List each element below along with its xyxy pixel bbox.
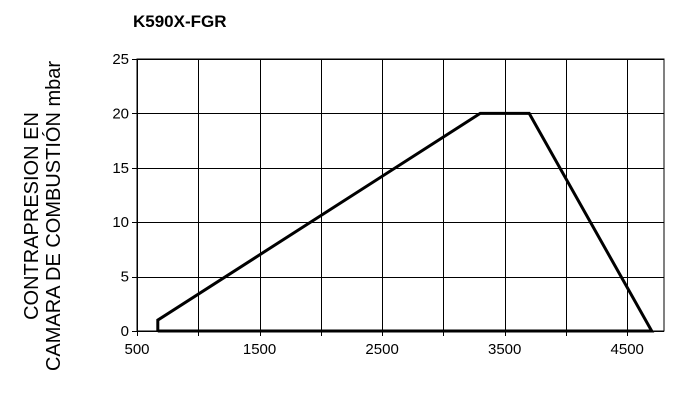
chart-title: K590X-FGR [133, 12, 227, 31]
y-axis-label-line-2: CAMARA DE COMBUSTIÓN mbar [42, 61, 65, 371]
x-tick-labels: 500 1500 2500 3500 4500 [124, 341, 643, 358]
series-line [156, 111, 655, 333]
y-tick-label: 10 [112, 214, 129, 231]
plot-frame [136, 58, 665, 332]
y-axis-label: CONTRAPRESION EN CAMARA DE COMBUSTIÓN mb… [21, 61, 65, 371]
y-tick-label: 20 [112, 105, 129, 122]
y-tick-label: 5 [121, 269, 129, 286]
y-tick-labels: 0 5 10 15 20 25 [112, 51, 129, 340]
x-tick-label: 4500 [611, 341, 644, 358]
y-tick-label: 0 [121, 323, 129, 340]
x-tick-label: 1500 [243, 341, 276, 358]
y-axis-label-line-1: CONTRAPRESION EN [21, 112, 43, 320]
x-tick-label: 3500 [488, 341, 521, 358]
gridlines [132, 59, 664, 336]
y-tick-label: 15 [112, 160, 129, 177]
x-tick-label: 2500 [365, 341, 398, 358]
y-tick-label: 25 [112, 51, 129, 68]
series-layer [156, 111, 655, 333]
x-tick-label: 500 [124, 341, 149, 358]
